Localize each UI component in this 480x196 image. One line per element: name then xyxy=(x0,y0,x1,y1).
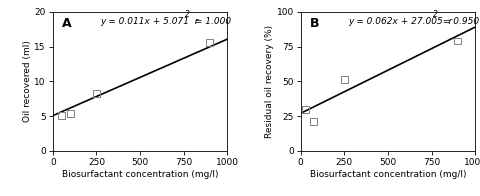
Text: y = 0.011x + 5.071  r: y = 0.011x + 5.071 r xyxy=(100,17,198,26)
Point xyxy=(454,39,462,43)
Text: A: A xyxy=(61,17,71,30)
Point xyxy=(206,41,214,44)
Text: B: B xyxy=(310,17,319,30)
Text: 2: 2 xyxy=(185,10,191,19)
Text: = 1.000: = 1.000 xyxy=(192,17,231,26)
Y-axis label: Residual oil recovery (%): Residual oil recovery (%) xyxy=(264,25,274,138)
Point xyxy=(340,78,348,82)
X-axis label: Biosurfactant concentration (mg/l): Biosurfactant concentration (mg/l) xyxy=(62,170,218,179)
Point xyxy=(310,120,318,123)
Text: = 0.950: = 0.950 xyxy=(440,17,480,26)
X-axis label: Biosurfactant concentration (mg/l): Biosurfactant concentration (mg/l) xyxy=(310,170,466,179)
Text: 2: 2 xyxy=(433,10,438,19)
Point xyxy=(58,114,65,117)
Point xyxy=(93,92,100,95)
Point xyxy=(302,108,310,111)
Text: y = 0.062x + 27.005  r: y = 0.062x + 27.005 r xyxy=(348,17,452,26)
Point xyxy=(66,112,74,115)
Y-axis label: Oil recovered (ml): Oil recovered (ml) xyxy=(23,40,32,122)
